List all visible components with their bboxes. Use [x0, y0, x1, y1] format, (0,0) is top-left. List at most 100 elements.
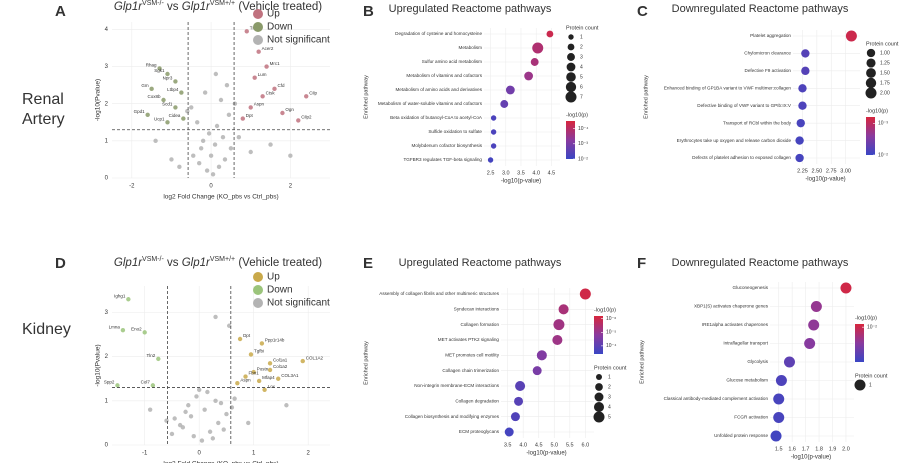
x-tick-label: 2.50	[812, 168, 823, 174]
point	[156, 356, 161, 362]
panel-letter: C	[637, 3, 648, 20]
point	[149, 86, 154, 92]
point	[284, 403, 289, 408]
dot	[514, 396, 524, 406]
dot	[536, 350, 547, 361]
x-axis-title: -log10(p-value)	[501, 179, 541, 185]
category-label: Syndecan interactions	[454, 307, 500, 312]
point-label: Ogn	[285, 107, 294, 112]
point	[232, 101, 238, 106]
dot	[579, 288, 591, 300]
dot	[558, 304, 569, 315]
size-key	[865, 87, 877, 99]
size-key	[593, 401, 605, 413]
point-label: Sgk1	[154, 68, 165, 73]
size-key	[567, 53, 575, 61]
legend-title: -log10(p)	[566, 112, 588, 118]
point	[200, 138, 206, 144]
dot	[510, 412, 520, 422]
title-part: VSM-/-	[142, 256, 164, 263]
chart-title: Upregulated Reactome pathways	[389, 3, 552, 15]
point	[256, 49, 261, 54]
dot	[810, 301, 822, 312]
dot	[770, 430, 782, 442]
size-key	[567, 43, 575, 51]
category-label: Unfolded protein response	[714, 433, 768, 438]
size-key	[568, 34, 574, 40]
point	[218, 400, 224, 406]
x-tick-label: 1	[252, 451, 256, 457]
point-label: COL3A1	[281, 373, 299, 378]
y-tick-label: 3	[105, 310, 109, 316]
point	[181, 116, 186, 121]
point	[288, 153, 293, 158]
y-axis-title: Enriched pathway	[639, 340, 645, 384]
point	[276, 376, 281, 381]
dot	[500, 100, 509, 108]
x-tick-label: 2.75	[826, 168, 837, 174]
point	[172, 416, 177, 421]
title-part: vs	[164, 1, 182, 13]
point-label: Gm	[141, 83, 149, 88]
dot	[783, 356, 795, 368]
point-label: Ltbp4	[167, 87, 179, 92]
x-tick-label: 1.9	[829, 446, 837, 452]
size-key	[566, 72, 576, 82]
point	[222, 157, 228, 162]
size-key-label: 3	[580, 54, 583, 60]
x-tick-label: 4.5	[548, 170, 556, 176]
point-label: Postn	[257, 366, 269, 371]
colorbar	[855, 324, 864, 362]
panel-letter: F	[637, 255, 646, 272]
point	[267, 367, 273, 373]
point	[204, 168, 210, 173]
colorbar-label: 10⁻²	[867, 324, 877, 330]
point	[224, 411, 229, 417]
x-tick-label: 1.5	[775, 446, 783, 452]
point	[153, 138, 158, 144]
x-tick-label: -1	[142, 451, 148, 457]
dot	[798, 84, 807, 93]
x-tick-label: 2.5	[487, 170, 495, 176]
dot	[490, 143, 497, 149]
point	[248, 105, 253, 110]
point	[232, 396, 237, 401]
point-label: Lum	[258, 72, 267, 77]
legend-title: Protein count	[566, 25, 599, 31]
panel-letter: B	[363, 3, 374, 20]
chart-title: Downregulated Reactome pathways	[672, 3, 849, 15]
point	[240, 116, 245, 121]
size-key-label: 3	[608, 394, 611, 400]
point	[237, 336, 243, 342]
size-key	[593, 411, 605, 423]
point	[115, 383, 120, 388]
size-key-label: 6	[580, 84, 583, 90]
point	[161, 97, 166, 103]
point	[226, 323, 232, 328]
point	[207, 429, 213, 434]
category-label: Erythrocytes take up oxygen and release …	[677, 138, 792, 143]
x-tick-label: 4.0	[532, 170, 540, 176]
x-tick-label: 3.0	[502, 170, 510, 176]
point	[248, 352, 254, 357]
category-label: Sulfur amino acid metabolism	[422, 59, 482, 64]
category-label: TGFBR3 regulates TGF-beta signaling	[403, 157, 482, 162]
x-tick-label: 2.0	[842, 446, 850, 452]
panel-letter: A	[55, 3, 66, 20]
colorbar-label: 10⁻²	[878, 152, 888, 158]
point	[304, 94, 309, 99]
size-key	[595, 383, 603, 391]
title-part: Glp1r	[114, 1, 143, 13]
category-label: Enhanced binding of GP1BA variant to VWF…	[664, 86, 792, 91]
point-label: Dpt	[246, 113, 254, 118]
legend-label: Up	[267, 9, 280, 20]
size-key-label: 2	[608, 384, 611, 390]
dot	[795, 136, 804, 145]
size-key-label: 1.25	[880, 60, 890, 66]
dot	[546, 30, 554, 38]
x-axis-title: log2 Fold Change (KO_pbs vs Ctrl_pbs)	[163, 194, 278, 201]
point	[169, 157, 174, 162]
point	[213, 398, 218, 404]
dot	[798, 101, 807, 110]
panel-letter: D	[55, 255, 66, 272]
